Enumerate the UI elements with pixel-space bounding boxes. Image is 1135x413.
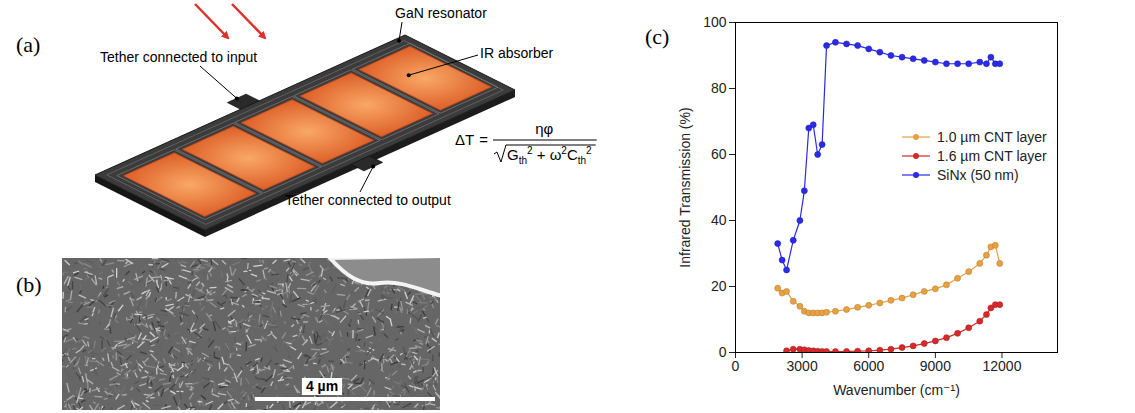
svg-text:=: = xyxy=(479,131,488,148)
html-text:SiNx (50 nm): SiNx (50 nm) xyxy=(937,167,1019,184)
svg-text:80: 80 xyxy=(711,80,727,96)
svg-text:ηφ: ηφ xyxy=(535,120,553,137)
svg-text:60: 60 xyxy=(711,146,727,162)
svg-text:Wavenumber (cm⁻¹): Wavenumber (cm⁻¹) xyxy=(833,382,960,398)
svg-text:Gth2 + ω2Cth2: Gth2 + ω2Cth2 xyxy=(507,145,592,166)
svg-text:9000: 9000 xyxy=(920,358,951,374)
svg-text:6000: 6000 xyxy=(853,358,884,374)
html-text:(c): (c) xyxy=(645,24,670,49)
svg-text:ΔT: ΔT xyxy=(455,131,474,148)
svg-text:IR absorber: IR absorber xyxy=(480,45,553,61)
svg-text:3000: 3000 xyxy=(787,358,818,374)
svg-text:(b): (b) xyxy=(16,272,42,297)
svg-text:Tether connected to output: Tether connected to output xyxy=(285,192,451,208)
svg-text:12000: 12000 xyxy=(983,358,1022,374)
html-text:1.0 µm CNT layer: 1.0 µm CNT layer xyxy=(937,129,1047,146)
svg-text:Infrared Transmission (%): Infrared Transmission (%) xyxy=(677,107,693,267)
svg-text:40: 40 xyxy=(711,212,727,228)
svg-text:GaN resonator: GaN resonator xyxy=(395,5,487,21)
svg-text:20: 20 xyxy=(711,278,727,294)
html-text:1.6 µm CNT layer: 1.6 µm CNT layer xyxy=(937,148,1047,165)
svg-text:100: 100 xyxy=(703,14,727,30)
svg-text:(a): (a) xyxy=(16,32,40,57)
svg-text:0: 0 xyxy=(732,358,740,374)
svg-text:Tether connected to input: Tether connected to input xyxy=(100,49,257,65)
svg-text:4 µm: 4 µm xyxy=(306,378,338,394)
svg-text:0: 0 xyxy=(719,344,727,360)
